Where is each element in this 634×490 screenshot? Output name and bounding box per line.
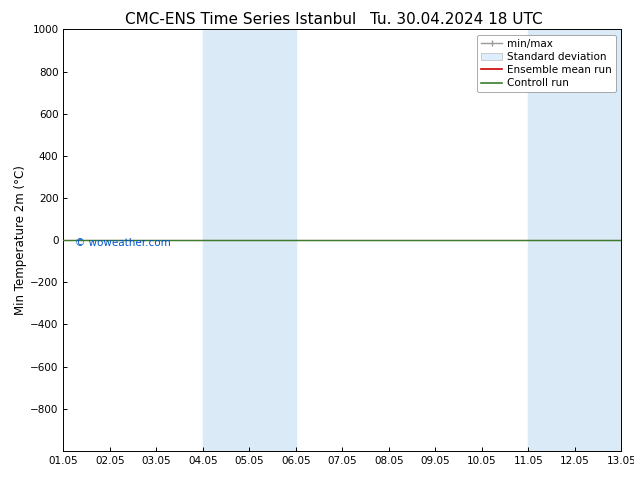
Text: Tu. 30.04.2024 18 UTC: Tu. 30.04.2024 18 UTC: [370, 12, 543, 27]
Bar: [203, 29, 296, 451]
Legend: min/max, Standard deviation, Ensemble mean run, Controll run: min/max, Standard deviation, Ensemble me…: [477, 35, 616, 92]
Text: CMC-ENS Time Series Istanbul: CMC-ENS Time Series Istanbul: [126, 12, 356, 27]
Text: © woweather.com: © woweather.com: [75, 238, 171, 248]
Y-axis label: Min Temperature 2m (°C): Min Temperature 2m (°C): [15, 165, 27, 315]
Bar: [528, 29, 621, 451]
